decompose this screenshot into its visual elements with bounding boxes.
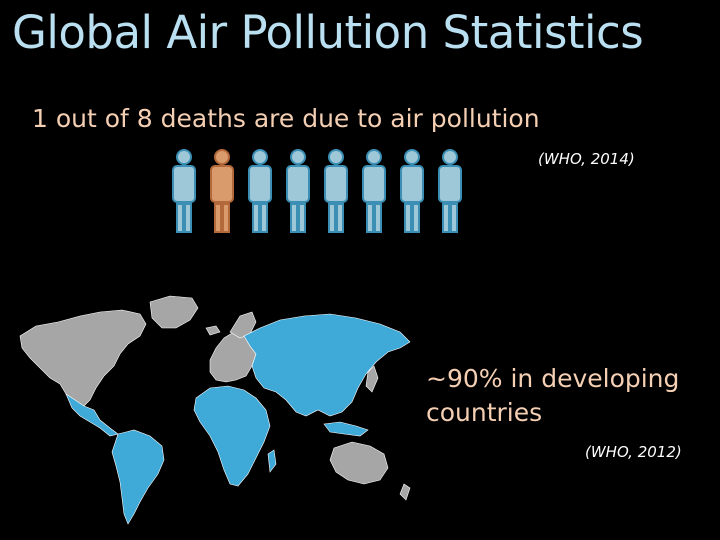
map-madagascar xyxy=(267,449,277,473)
map-south-america xyxy=(111,429,165,525)
person-icon xyxy=(400,149,424,233)
person-icon xyxy=(248,149,272,233)
map-australia xyxy=(329,441,389,485)
map-iceland xyxy=(205,325,221,336)
map-north-america xyxy=(19,309,147,407)
slide-title: Global Air Pollution Statistics xyxy=(12,6,644,59)
person-icon xyxy=(438,149,462,233)
person-pictogram xyxy=(172,149,462,233)
map-scandinavia xyxy=(229,311,257,339)
person-icon xyxy=(362,149,386,233)
person-icon xyxy=(286,149,310,233)
world-map xyxy=(19,295,411,525)
deaths-statistic: 1 out of 8 deaths are due to air polluti… xyxy=(32,104,540,133)
map-southeast-asia xyxy=(323,421,369,437)
person-icon-highlighted xyxy=(210,149,234,233)
person-icon xyxy=(172,149,196,233)
map-greenland xyxy=(149,295,199,329)
developing-statistic: ~90% in developing countries xyxy=(426,364,680,427)
person-icon xyxy=(324,149,348,233)
map-central-america xyxy=(65,393,119,437)
map-japan xyxy=(365,365,379,393)
map-new-zealand xyxy=(399,483,411,501)
deaths-citation: (WHO, 2014) xyxy=(538,150,635,168)
map-asia xyxy=(243,313,411,417)
map-africa xyxy=(193,385,271,487)
developing-citation: (WHO, 2012) xyxy=(585,443,682,461)
